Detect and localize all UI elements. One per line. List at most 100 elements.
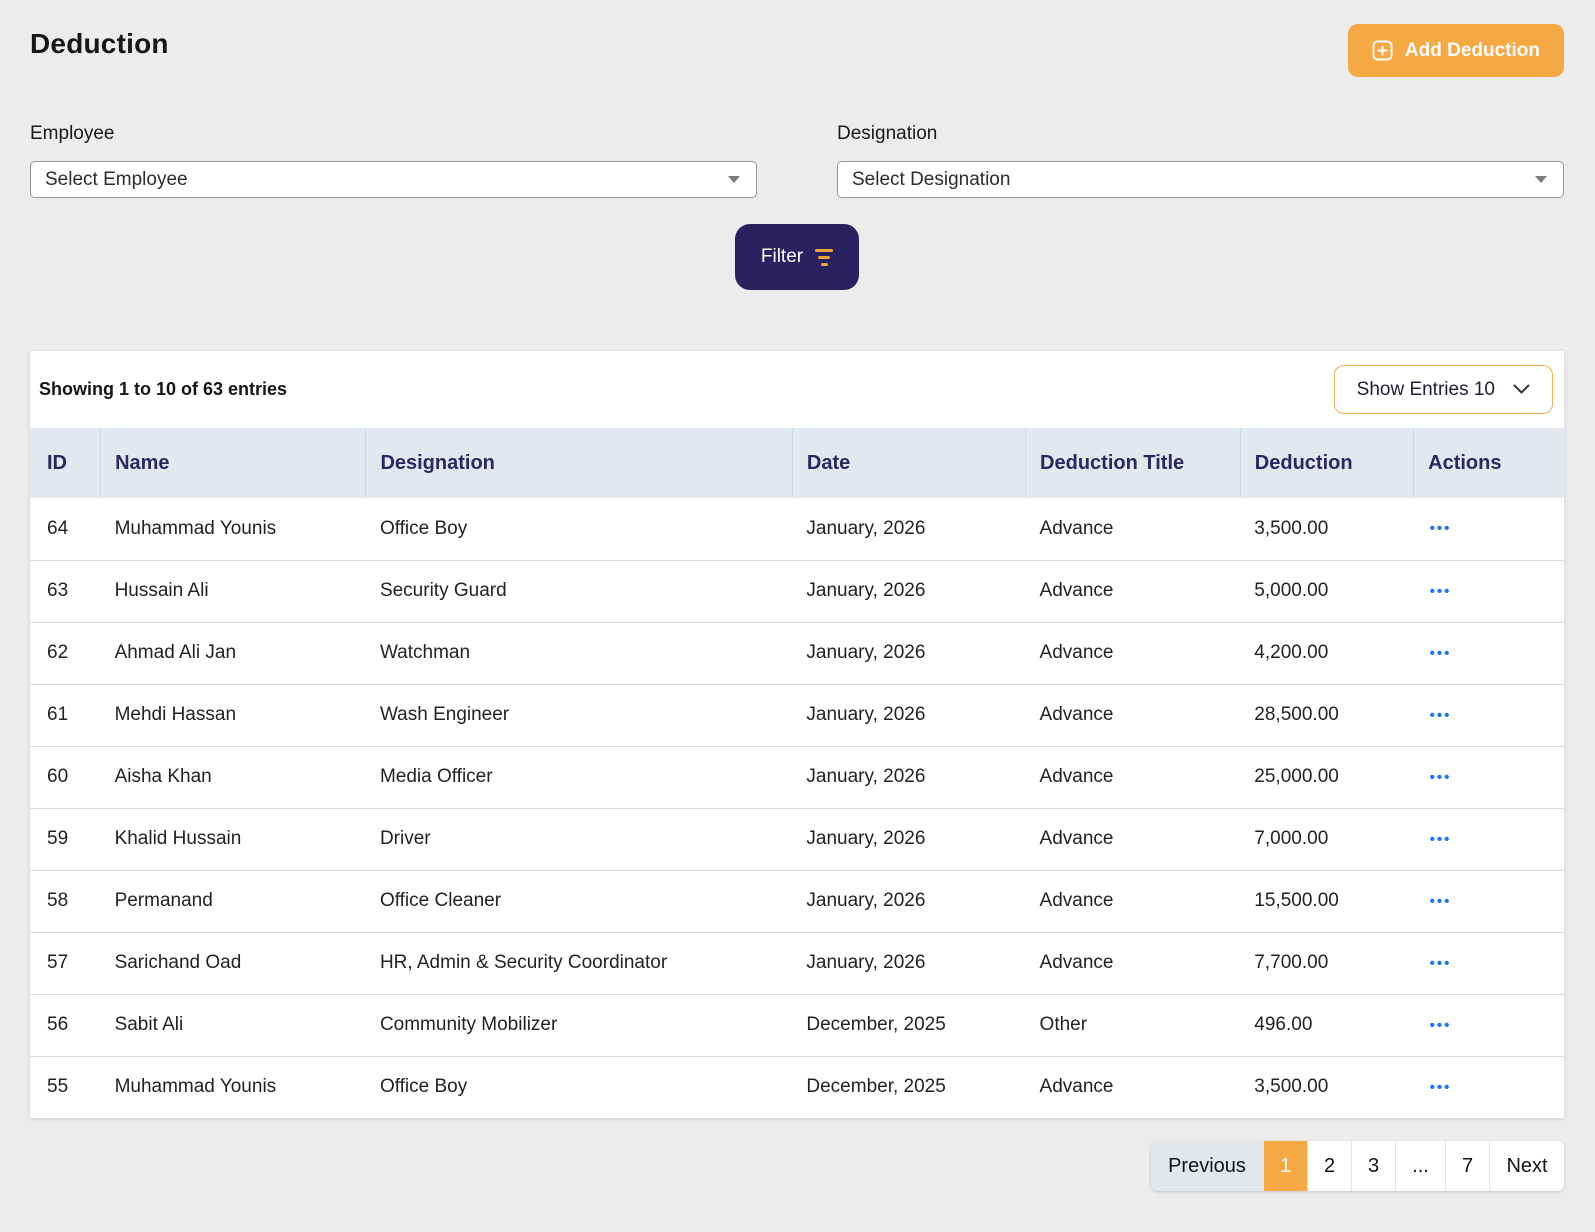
filter-button-label: Filter — [760, 246, 804, 267]
table-row: 57 Sarichand Oad HR, Admin & Security Coor… — [30, 932, 1564, 995]
cell-name: Khalid Hussain — [100, 808, 366, 871]
row-actions-menu-icon[interactable]: ••• — [1429, 830, 1452, 848]
cell-deduction-title: Advance — [1025, 932, 1241, 995]
cell-deduction-title: Advance — [1025, 746, 1241, 809]
cell-deduction-title: Advance — [1025, 870, 1241, 933]
deduction-table-card: Showing 1 to 10 of 63 entries Show Entri… — [30, 351, 1564, 1118]
cell-id: 64 — [30, 498, 101, 561]
pagination-next-button[interactable]: Next — [1490, 1141, 1564, 1191]
cell-date: January, 2026 — [792, 808, 1026, 871]
row-actions-menu-icon[interactable]: ••• — [1429, 582, 1452, 600]
cell-deduction-title: Advance — [1025, 1056, 1241, 1118]
row-actions-menu-icon[interactable]: ••• — [1429, 644, 1452, 662]
cell-name: Aisha Khan — [100, 746, 366, 809]
add-deduction-label: Add Deduction — [1404, 39, 1540, 61]
table-row: 64 Muhammad Younis Office Boy January, 2026… — [30, 498, 1564, 561]
row-actions-menu-icon[interactable]: ••• — [1429, 706, 1452, 724]
cell-deduction: 4,200.00 — [1240, 622, 1414, 685]
pagination-page-2[interactable]: 2 — [1308, 1141, 1352, 1191]
column-header-id: ID — [30, 428, 101, 498]
cell-designation: Community Mobilizer — [365, 994, 793, 1057]
column-header-date: Date — [791, 428, 1026, 498]
funnel-icon — [815, 248, 834, 266]
table-row: 63 Hussain Ali Security Guard January, 2026… — [30, 560, 1564, 623]
cell-date: January, 2026 — [792, 932, 1026, 995]
cell-name: Muhammad Younis — [100, 498, 366, 561]
cell-name: Sabit Ali — [100, 994, 366, 1057]
dropdown-arrow-icon — [728, 176, 740, 183]
cell-deduction-title: Other — [1025, 994, 1241, 1057]
table-row: 61 Mehdi Hassan Wash Engineer January, 2026… — [30, 684, 1564, 747]
column-header-name: Name — [100, 428, 366, 498]
cell-name: Ahmad Ali Jan — [100, 622, 366, 685]
cell-date: December, 2025 — [792, 994, 1026, 1057]
cell-date: January, 2026 — [792, 498, 1026, 561]
table-header: ID Name Designation Date Deduction Title… — [30, 428, 1564, 498]
designation-filter-field: Designation Select Designation — [837, 123, 1564, 198]
table-row: 59 Khalid Hussain Driver January, 2026 Advan… — [30, 808, 1564, 871]
chevron-down-icon — [1513, 379, 1530, 401]
cell-actions: ••• — [1413, 932, 1564, 995]
cell-designation: Office Cleaner — [365, 870, 793, 933]
cell-actions: ••• — [1413, 870, 1564, 933]
page-header: Deduction Add Deduction — [30, 24, 1564, 77]
cell-deduction-title: Advance — [1025, 808, 1241, 871]
row-actions-menu-icon[interactable]: ••• — [1429, 954, 1452, 972]
filter-section: Employee Select Employee Designation Sel… — [30, 123, 1564, 198]
table-row: 55 Muhammad Younis Office Boy December, 202… — [30, 1056, 1564, 1118]
cell-name: Mehdi Hassan — [100, 684, 366, 747]
cell-deduction: 5,000.00 — [1240, 560, 1414, 623]
pagination-page-3[interactable]: 3 — [1352, 1141, 1396, 1191]
pagination-page-7[interactable]: 7 — [1446, 1141, 1490, 1191]
page-title: Deduction — [30, 28, 169, 59]
cell-designation: HR, Admin & Security Coordinator — [365, 932, 793, 995]
designation-select-value: Select Designation — [852, 168, 1011, 190]
add-deduction-button[interactable]: Add Deduction — [1347, 24, 1564, 77]
cell-name: Muhammad Younis — [100, 1056, 366, 1118]
employee-filter-field: Employee Select Employee — [30, 123, 757, 198]
cell-actions: ••• — [1413, 808, 1564, 871]
cell-actions: ••• — [1413, 684, 1564, 747]
cell-actions: ••• — [1413, 994, 1564, 1057]
cell-id: 59 — [30, 808, 101, 871]
employee-select[interactable]: Select Employee — [30, 161, 757, 198]
row-actions-menu-icon[interactable]: ••• — [1429, 1016, 1452, 1034]
designation-select[interactable]: Select Designation — [837, 161, 1564, 198]
pagination-previous-button[interactable]: Previous — [1151, 1141, 1264, 1191]
cell-id: 55 — [30, 1056, 101, 1118]
row-actions-menu-icon[interactable]: ••• — [1429, 892, 1452, 910]
show-entries-select[interactable]: Show Entries 10 — [1333, 365, 1553, 414]
deduction-page: Deduction Add Deduction Employee Select … — [30, 24, 1564, 1191]
row-actions-menu-icon[interactable]: ••• — [1429, 1078, 1452, 1096]
pagination-page-1[interactable]: 1 — [1264, 1141, 1308, 1191]
cell-date: January, 2026 — [792, 560, 1026, 623]
cell-deduction: 7,700.00 — [1240, 932, 1414, 995]
cell-actions: ••• — [1413, 560, 1564, 623]
employee-select-value: Select Employee — [45, 168, 188, 190]
cell-designation: Driver — [365, 808, 793, 871]
row-actions-menu-icon[interactable]: ••• — [1429, 768, 1452, 786]
row-actions-menu-icon[interactable]: ••• — [1429, 520, 1452, 538]
cell-designation: Watchman — [365, 622, 793, 685]
cell-date: January, 2026 — [792, 870, 1026, 933]
cell-id: 56 — [30, 994, 101, 1057]
cell-id: 60 — [30, 746, 101, 809]
table-row: 58 Permanand Office Cleaner January, 2026 Ad… — [30, 870, 1564, 933]
cell-designation: Office Boy — [365, 498, 793, 561]
cell-deduction: 25,000.00 — [1240, 746, 1414, 809]
column-header-deduction-title: Deduction Title — [1025, 428, 1241, 498]
table-body: 64 Muhammad Younis Office Boy January, 2026… — [30, 498, 1564, 1118]
deduction-table: ID Name Designation Date Deduction Title… — [30, 428, 1564, 1118]
filter-button[interactable]: Filter — [734, 224, 860, 290]
table-row: 60 Aisha Khan Media Officer January, 2026 Ad… — [30, 746, 1564, 809]
pagination-row: Previous 1 2 3... 7 Next — [30, 1141, 1564, 1191]
cell-actions: ••• — [1413, 746, 1564, 809]
cell-designation: Security Guard — [365, 560, 793, 623]
pagination-ellipsis: ... — [1396, 1141, 1446, 1191]
add-box-icon — [1372, 40, 1393, 61]
cell-deduction-title: Advance — [1025, 498, 1241, 561]
cell-actions: ••• — [1413, 498, 1564, 561]
cell-date: January, 2026 — [792, 622, 1026, 685]
cell-designation: Media Officer — [365, 746, 793, 809]
cell-id: 58 — [30, 870, 101, 933]
